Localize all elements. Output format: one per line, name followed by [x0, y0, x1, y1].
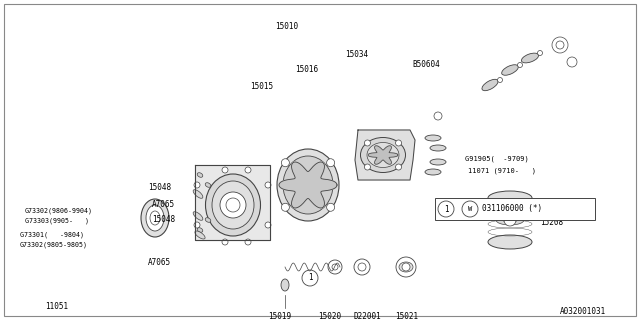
Text: A032001031: A032001031 [560, 308, 606, 316]
Text: 15048: 15048 [148, 183, 171, 192]
Ellipse shape [482, 79, 498, 91]
Circle shape [438, 201, 454, 217]
Ellipse shape [518, 62, 522, 68]
Circle shape [245, 167, 251, 173]
Text: G73303(9905-   ): G73303(9905- ) [25, 218, 89, 225]
Text: 031106000 (*): 031106000 (*) [482, 204, 542, 213]
Ellipse shape [283, 156, 333, 214]
Text: B50604: B50604 [412, 60, 440, 69]
Ellipse shape [193, 190, 203, 198]
Circle shape [328, 260, 342, 274]
Bar [435, 198, 595, 220]
Circle shape [396, 257, 416, 277]
Ellipse shape [281, 279, 289, 291]
Ellipse shape [430, 145, 446, 151]
Ellipse shape [488, 191, 532, 205]
Ellipse shape [205, 218, 211, 222]
Circle shape [220, 192, 246, 218]
Text: G73302(9806-9904): G73302(9806-9904) [25, 208, 93, 214]
Ellipse shape [496, 215, 524, 225]
Ellipse shape [212, 181, 254, 229]
Ellipse shape [205, 183, 211, 187]
Ellipse shape [193, 212, 203, 220]
Ellipse shape [197, 173, 203, 177]
Circle shape [194, 222, 200, 228]
Circle shape [504, 214, 516, 226]
Text: G73301(   -9804): G73301( -9804) [20, 232, 84, 238]
Circle shape [326, 159, 335, 167]
Text: 11051: 11051 [45, 302, 68, 311]
Circle shape [358, 263, 366, 271]
Ellipse shape [522, 53, 539, 63]
Ellipse shape [430, 159, 446, 165]
Circle shape [265, 182, 271, 188]
Ellipse shape [497, 77, 502, 83]
Circle shape [282, 203, 289, 211]
Text: 1: 1 [444, 204, 448, 213]
Text: 11071 (9710-   ): 11071 (9710- ) [468, 167, 536, 173]
Ellipse shape [367, 142, 399, 167]
Ellipse shape [502, 65, 518, 75]
Circle shape [194, 182, 200, 188]
Text: 1: 1 [308, 274, 312, 283]
Text: G73302(9805-9805): G73302(9805-9805) [20, 242, 88, 249]
Ellipse shape [425, 169, 441, 175]
Ellipse shape [195, 231, 205, 239]
Polygon shape [368, 146, 398, 164]
Polygon shape [355, 130, 415, 180]
Polygon shape [195, 165, 270, 240]
Text: 15019: 15019 [268, 312, 291, 320]
Circle shape [302, 270, 318, 286]
Text: 15034: 15034 [345, 50, 368, 59]
Text: 15015: 15015 [250, 82, 273, 91]
Circle shape [556, 41, 564, 49]
Ellipse shape [146, 205, 164, 231]
Circle shape [245, 239, 251, 245]
Ellipse shape [503, 218, 517, 222]
Text: 15020: 15020 [318, 312, 341, 320]
Text: 15016: 15016 [295, 65, 318, 74]
Circle shape [462, 201, 478, 217]
Circle shape [282, 159, 289, 167]
Text: D22001: D22001 [353, 312, 381, 320]
Circle shape [402, 263, 410, 271]
Ellipse shape [488, 235, 532, 249]
Circle shape [222, 167, 228, 173]
Ellipse shape [425, 135, 441, 141]
Ellipse shape [197, 228, 203, 232]
Text: W: W [468, 206, 472, 212]
Circle shape [332, 264, 338, 270]
Ellipse shape [277, 149, 339, 221]
Ellipse shape [399, 262, 413, 272]
Ellipse shape [538, 51, 543, 55]
Circle shape [434, 112, 442, 120]
Circle shape [300, 177, 316, 193]
Circle shape [265, 222, 271, 228]
Circle shape [396, 140, 401, 146]
Ellipse shape [205, 174, 260, 236]
Text: A7065: A7065 [148, 258, 171, 267]
Circle shape [364, 140, 371, 146]
Ellipse shape [150, 211, 160, 225]
Polygon shape [279, 162, 337, 208]
Circle shape [226, 198, 240, 212]
Text: 15208: 15208 [540, 218, 563, 227]
Circle shape [552, 37, 568, 53]
Circle shape [326, 203, 335, 211]
Ellipse shape [141, 199, 169, 237]
Circle shape [567, 57, 577, 67]
Text: G91905(  -9709): G91905( -9709) [465, 155, 529, 162]
Text: 15010: 15010 [275, 22, 298, 31]
Ellipse shape [360, 138, 406, 172]
Text: 15021: 15021 [395, 312, 418, 320]
Circle shape [396, 164, 401, 170]
Circle shape [354, 259, 370, 275]
Text: A7065: A7065 [152, 200, 175, 209]
Circle shape [222, 239, 228, 245]
Circle shape [364, 164, 371, 170]
Text: 15048: 15048 [152, 215, 175, 224]
